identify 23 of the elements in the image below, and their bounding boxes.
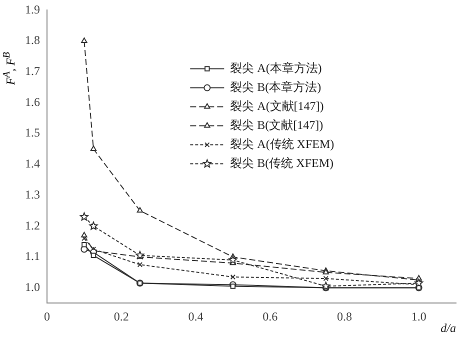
x-tick-label: 0.6 bbox=[262, 310, 278, 324]
x-tick-label: 0.8 bbox=[336, 310, 352, 324]
legend-label: 裂尖 A(本章方法) bbox=[230, 60, 322, 75]
y-tick-label: 1.6 bbox=[25, 94, 40, 109]
y-tick-label: 1.7 bbox=[25, 64, 40, 78]
y-tick-label: 1.3 bbox=[25, 187, 40, 202]
x-tick-label: 0.4 bbox=[188, 310, 204, 324]
y-tick-label: 1.0 bbox=[25, 280, 40, 294]
y-tick-label: 1.9 bbox=[25, 2, 40, 16]
y-tick-label: 1.1 bbox=[25, 249, 40, 264]
x-tick-label: 0 bbox=[44, 310, 50, 324]
y-tick-label: 1.4 bbox=[25, 156, 40, 171]
legend-label: 裂尖 B(文献[147]) bbox=[230, 118, 324, 132]
x-tick-label: 0.2 bbox=[114, 310, 129, 324]
legend-label: 裂尖 A(传统 XFEM) bbox=[230, 136, 334, 151]
x-axis-title: d/a bbox=[440, 320, 456, 335]
y-tick-label: 1.5 bbox=[25, 126, 40, 140]
y-tick-label: 1.8 bbox=[25, 33, 40, 48]
x-tick-label: 1.0 bbox=[411, 310, 426, 324]
y-tick-label: 1.2 bbox=[25, 218, 40, 232]
legend-label: 裂尖 A(文献[147]) bbox=[230, 98, 324, 113]
legend-label: 裂尖 B(本章方法) bbox=[230, 80, 322, 94]
legend-label: 裂尖 B(传统 XFEM) bbox=[230, 156, 334, 170]
